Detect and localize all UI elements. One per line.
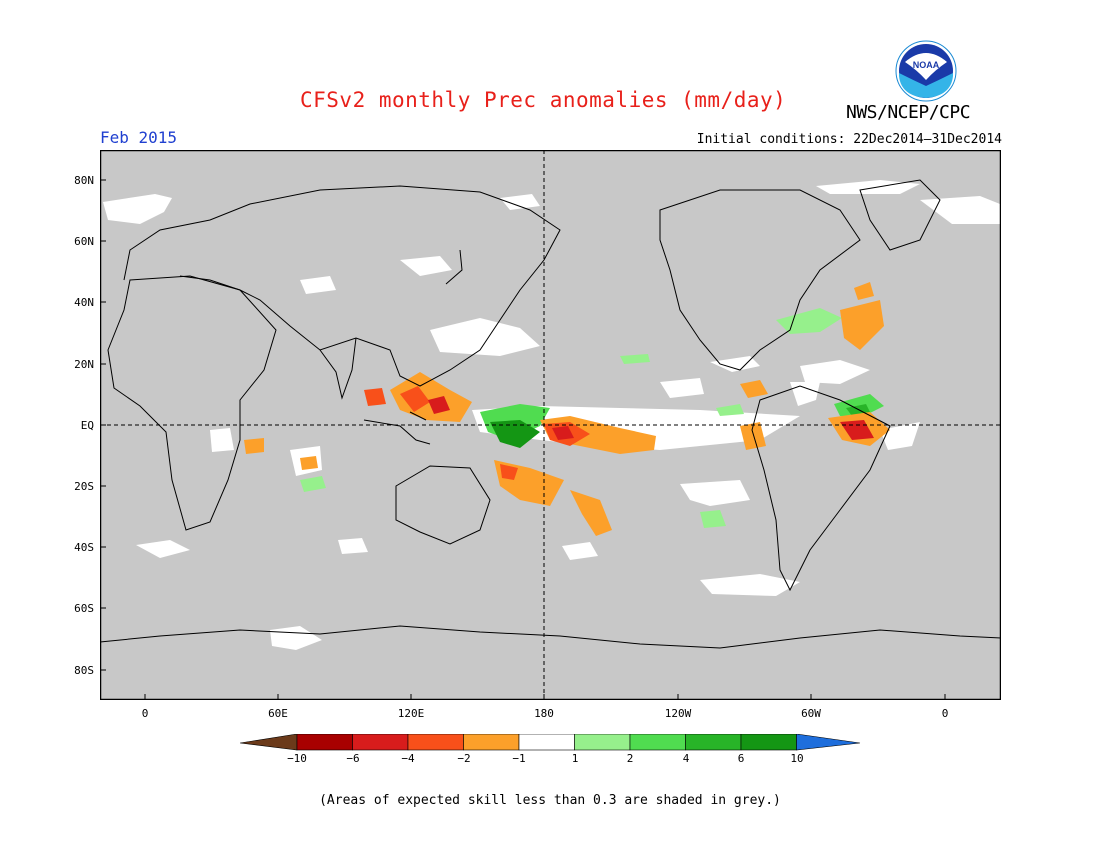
map-frame <box>100 150 1001 700</box>
colorbar-swatch-5 <box>518 734 575 751</box>
lat-label-20n: 20N <box>74 358 94 371</box>
precip-anomaly-map <box>100 150 1001 700</box>
lon-label-0-left: 0 <box>141 707 149 720</box>
colorbar-label: 6 <box>737 752 745 765</box>
noaa-logo-text: NOAA <box>913 60 940 70</box>
colorbar-arrow-right <box>796 734 861 751</box>
positive-anomalies <box>300 308 884 528</box>
colorbar-swatch-2 <box>352 734 409 751</box>
lon-label-180: 180 <box>534 707 554 720</box>
noaa-logo: NOAA <box>895 40 957 102</box>
colorbar-arrow-left <box>240 734 298 751</box>
colorbar-label: 1 <box>571 752 579 765</box>
colorbar-label: −2 <box>457 752 471 765</box>
lat-label-eq: EQ <box>80 419 94 432</box>
colorbar-label: −4 <box>401 752 415 765</box>
skill-footnote: (Areas of expected skill less than 0.3 a… <box>319 793 781 808</box>
lat-label-40n: 40N <box>74 296 94 309</box>
coastlines <box>100 179 1001 649</box>
colorbar-swatch-3 <box>407 734 464 751</box>
lat-label-60n: 60N <box>74 235 94 248</box>
colorbar-swatch-9 <box>740 734 797 751</box>
valid-month-label: Feb 2015 <box>100 128 178 147</box>
colorbar-swatch-1 <box>296 734 353 751</box>
colorbar-label: 2 <box>626 752 634 765</box>
colorbar-label: 4 <box>682 752 690 765</box>
colorbar-label: −1 <box>512 752 526 765</box>
lat-label-40s: 40S <box>74 541 94 554</box>
colorbar-swatch-6 <box>574 734 631 751</box>
lon-label-120e: 120E <box>397 707 425 720</box>
organization-label: NWS/NCEP/CPC <box>846 102 971 123</box>
lon-label-120w: 120W <box>664 707 692 720</box>
colorbar <box>240 734 861 751</box>
colorbar-swatch-7 <box>629 734 686 751</box>
lon-label-60w: 60W <box>801 707 821 720</box>
initial-conditions-label: Initial conditions: 22Dec2014–31Dec2014 <box>696 132 1002 147</box>
colorbar-swatch-8 <box>685 734 742 751</box>
colorbar-label: 10 <box>790 752 804 765</box>
map-title: CFSv2 monthly Prec anomalies (mm/day) <box>300 88 787 112</box>
lat-label-20s: 20S <box>74 480 94 493</box>
lat-label-80s: 80S <box>74 664 94 677</box>
lat-label-80n: 80N <box>74 174 94 187</box>
lon-label-0-right: 0 <box>941 707 949 720</box>
colorbar-label: −10 <box>287 752 307 765</box>
colorbar-swatch-4 <box>463 734 520 751</box>
lat-label-60s: 60S <box>74 602 94 615</box>
lon-label-60e: 60E <box>268 707 288 720</box>
colorbar-label: −6 <box>346 752 360 765</box>
